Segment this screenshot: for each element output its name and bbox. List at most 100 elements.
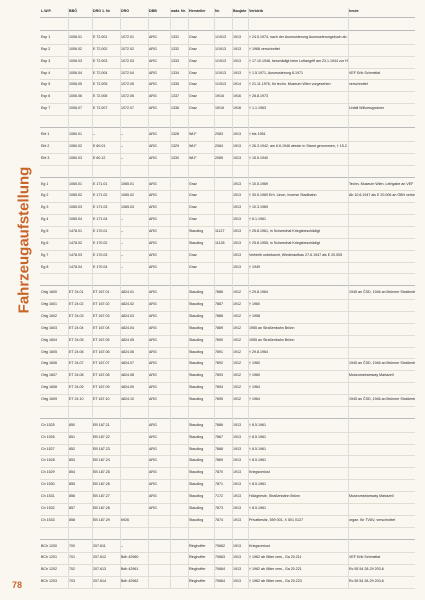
group-rule xyxy=(40,176,415,178)
cell: Esp 2 xyxy=(41,46,51,51)
cell: 1913 xyxy=(233,217,241,222)
group-rule xyxy=(40,538,415,540)
row-rule xyxy=(40,576,415,578)
cell: 1913 xyxy=(233,482,241,487)
header-cell: wakr. Nr. xyxy=(171,9,186,13)
cell: 2084 xyxy=(215,143,223,148)
cell: ARG xyxy=(149,337,157,342)
cell: – xyxy=(93,131,95,136)
cell: WLF xyxy=(189,143,197,148)
row-rule xyxy=(40,382,415,384)
row-rule xyxy=(40,502,415,504)
row-rule xyxy=(40,152,415,154)
row-rule xyxy=(40,552,415,554)
cell: ET 167.04 xyxy=(93,325,110,330)
cell: 1912 xyxy=(233,397,241,402)
cell: 7890 xyxy=(215,337,223,342)
cell: E 170.04 xyxy=(93,264,108,269)
cell: Ch 1529 xyxy=(41,470,55,475)
cell: EB 187.24 xyxy=(93,458,110,463)
cell: 857 xyxy=(69,505,75,510)
cell: Stauding xyxy=(189,482,204,487)
cell: Ebt 1 xyxy=(41,131,50,136)
cell: ARG xyxy=(149,422,157,427)
cell: Stauding xyxy=(189,361,204,366)
cell: Ch 1525 xyxy=(41,422,55,427)
cell: 1337 xyxy=(171,94,179,99)
cell: 1945 an ČSD, 1946 an Brünner Straßenbahn xyxy=(349,361,415,366)
cell: ARG xyxy=(149,302,157,307)
cell: Ringhoffer xyxy=(189,567,206,572)
cell: 702 xyxy=(69,567,75,572)
cell: Stauding xyxy=(189,422,204,427)
cell: 1913 xyxy=(233,228,241,233)
cell: Ch 1530 xyxy=(41,482,55,487)
column-rule xyxy=(232,8,233,588)
header-cell: DRG 1. Nr xyxy=(93,9,110,13)
cell: Kriegsverlust xyxy=(249,543,270,548)
cell: 7889 xyxy=(215,325,223,330)
cell: organ. für TVÄV, verschrottet xyxy=(349,517,396,522)
cell: 1913 xyxy=(233,264,241,269)
cell: Graz xyxy=(189,94,197,99)
cell: 4824.07 xyxy=(121,361,134,366)
row-rule xyxy=(40,202,415,204)
cell: EB 187.26 xyxy=(93,482,110,487)
cell: E 72.002 xyxy=(93,46,108,51)
cell: Ortg 1604 xyxy=(41,337,57,342)
cell: E 72.007 xyxy=(93,106,108,111)
cell: Ortg 1607 xyxy=(41,373,57,378)
cell: 1955 an Straßenbahn Brünn xyxy=(249,325,295,330)
cell: ARG xyxy=(149,217,157,222)
cell: ARG xyxy=(149,106,157,111)
cell: 19/16 xyxy=(215,94,224,99)
cell: VEF Erlb Schmeltal xyxy=(349,70,381,75)
group-rule xyxy=(40,126,415,128)
cell: 1330 xyxy=(171,155,179,160)
cell: 1913 xyxy=(233,505,241,510)
cell: ARG xyxy=(149,482,157,487)
cell: Unfall Willumsgrubner xyxy=(349,106,385,111)
page-number: 78 xyxy=(12,580,23,590)
cell: 4824.09 xyxy=(121,385,134,390)
cell: ARG xyxy=(149,155,157,160)
row-rule xyxy=(40,394,415,396)
cell: E 72.001 xyxy=(93,35,108,39)
cell: 1945 an ČSD, 1946 an Brünner Straßenbahn xyxy=(349,397,415,402)
cell: – xyxy=(121,264,123,269)
cell: † 26.3.1942, am 6.6.1946 wieder in Stand… xyxy=(249,143,348,148)
cell: VEF Erlb Schmeltal xyxy=(349,555,381,560)
cell: 1913 xyxy=(233,446,241,451)
cell: Graz xyxy=(189,82,197,87)
cell: ET 167.10 xyxy=(93,397,110,402)
column-rule xyxy=(92,8,93,588)
cell: 1914 xyxy=(233,82,241,87)
cell: Eg 8 xyxy=(41,264,49,269)
cell: 1065.01 xyxy=(121,181,134,186)
cell: – xyxy=(121,252,123,257)
row-rule xyxy=(40,491,415,493)
cell: † 8.5.1961 xyxy=(249,422,266,427)
cell: Graz xyxy=(189,106,197,111)
cell: 1913 xyxy=(233,143,241,148)
cell: EB 187.28 xyxy=(93,505,110,510)
cell: ET 167.08 xyxy=(93,373,110,378)
cell: † 17.10.1946, beschädigt beim Luftangrif… xyxy=(249,58,348,63)
cell: † 8.5.1961 xyxy=(249,446,266,451)
cell: 1331 xyxy=(171,35,179,39)
cell: 1913 xyxy=(233,422,241,427)
cell: 1072.02 xyxy=(121,46,134,51)
cell: 1336 xyxy=(171,106,179,111)
cell: 1913 xyxy=(233,205,241,210)
row-rule xyxy=(40,214,415,216)
row-rule xyxy=(40,564,415,566)
cell: 850 xyxy=(69,422,75,427)
row-rule xyxy=(40,514,415,516)
cell: 19/16 xyxy=(215,106,224,111)
cell: 207.612 xyxy=(93,555,106,560)
cell: † 21.11.1976, für techn. Museum Wien vor… xyxy=(249,82,331,87)
cell: ET 167.06 xyxy=(93,349,110,354)
cell: 7873 xyxy=(215,505,223,510)
cell: 1065.01 xyxy=(69,181,82,186)
cell: Eg 3 xyxy=(41,205,49,210)
